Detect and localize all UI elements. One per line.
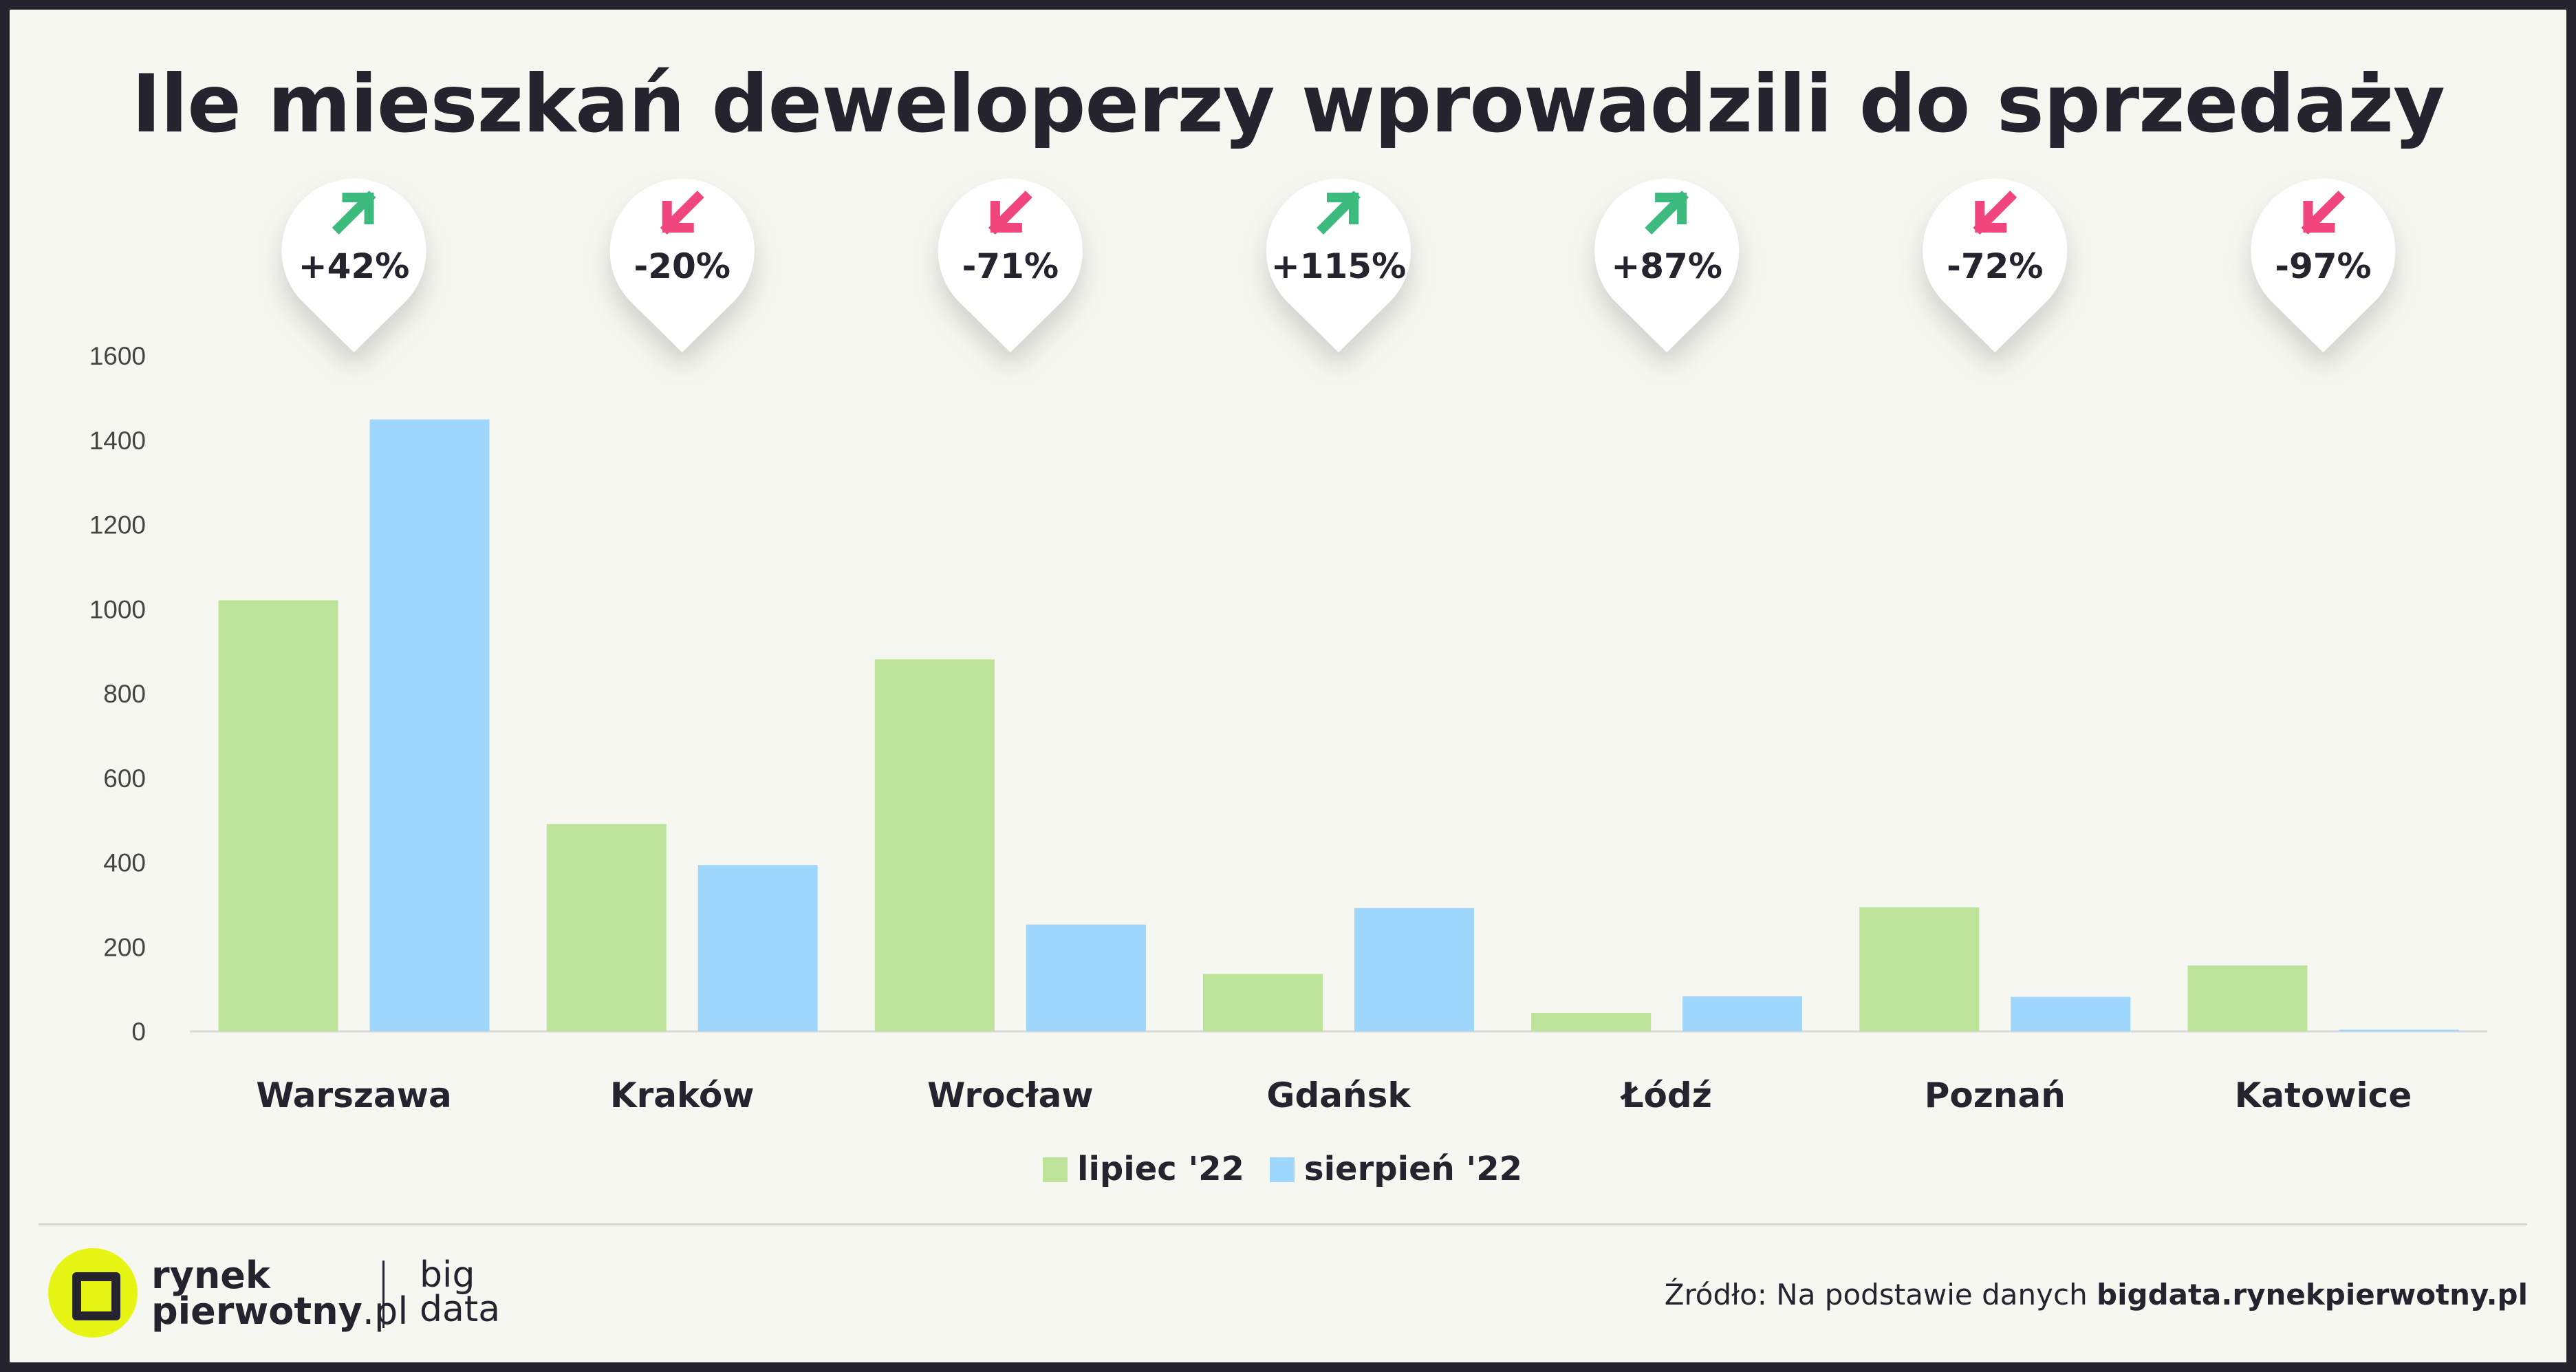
legend: lipiec '22 sierpień '22 — [1043, 1150, 1522, 1188]
bigdata-wordmark: big data — [420, 1257, 501, 1330]
change-badge — [1266, 178, 1411, 352]
source-prefix: Źródło: Na podstawie danych — [1664, 1278, 2097, 1311]
arrow-down-left-icon — [988, 191, 1032, 235]
logo-badge-icon — [48, 1248, 138, 1338]
x-tick-label: Katowice — [2235, 1075, 2412, 1115]
bar-lipiec-3 — [1203, 974, 1323, 1031]
change-badge — [281, 178, 426, 352]
bar-lipiec-5 — [1859, 907, 1980, 1031]
change-badge — [2251, 178, 2396, 352]
bar-lipiec-1 — [546, 824, 667, 1031]
badge-shape — [609, 178, 755, 352]
badge-shape — [1266, 178, 1411, 352]
footer-divider — [39, 1223, 2527, 1225]
legend-lipiec-label: lipiec '22 — [1077, 1150, 1244, 1188]
arrow-up-right-icon — [1317, 191, 1361, 235]
bar-sierpien-0 — [369, 419, 490, 1031]
x-tick-label: Kraków — [610, 1075, 755, 1115]
y-tick-label: 200 — [103, 933, 146, 961]
logo-data: data — [420, 1289, 501, 1330]
bar-lipiec-0 — [218, 600, 338, 1031]
infographic-card: Ile mieszkań deweloperzy wprowadzili do … — [10, 10, 2566, 1362]
source-link[interactable]: bigdata.rynekpierwotny.pl — [2097, 1278, 2528, 1311]
bar-lipiec-2 — [874, 659, 995, 1031]
change-badge — [938, 178, 1083, 352]
bar-sierpien-3 — [1354, 908, 1474, 1031]
bar-sierpien-6 — [2339, 1029, 2459, 1031]
arrow-down-left-icon — [2301, 191, 2346, 235]
x-tick-label: Gdańsk — [1266, 1075, 1411, 1115]
y-tick-label: 400 — [103, 849, 146, 877]
bar-lipiec-6 — [2187, 965, 2308, 1031]
arrow-down-left-icon — [1973, 191, 2017, 235]
badge-shape — [281, 178, 426, 352]
y-tick-label: 800 — [103, 680, 146, 708]
y-tick-label: 1400 — [89, 427, 146, 455]
logo-word-rynek: rynek — [151, 1254, 270, 1297]
y-tick-label: 1600 — [89, 342, 146, 370]
y-tick-label: 0 — [131, 1018, 146, 1046]
logo-separator — [382, 1261, 385, 1328]
change-badge — [1594, 178, 1740, 352]
y-tick-label: 1000 — [89, 595, 146, 623]
bar-chart: 0 200 400 600 800 1000 1200 1400 1600 Warszawa Kr… — [89, 178, 2487, 1188]
x-tick-label: Warszawa — [256, 1075, 451, 1115]
legend-sierpien-label: sierpień '22 — [1304, 1150, 1522, 1188]
logo-big: big — [420, 1254, 475, 1296]
x-tick-label: Poznań — [1925, 1075, 2066, 1115]
change-label: -72% — [1947, 246, 2043, 286]
badge-shape — [938, 178, 1083, 352]
bar-lipiec-4 — [1531, 1012, 1652, 1031]
legend-sierpien-swatch — [1270, 1157, 1295, 1182]
chart-title: Ile mieszkań deweloperzy wprowadzili do … — [131, 58, 2445, 151]
y-tick-label: 600 — [103, 764, 146, 793]
arrow-up-right-icon — [1645, 191, 1689, 235]
y-tick-label: 1200 — [89, 511, 146, 539]
arrow-up-right-icon — [332, 191, 376, 235]
change-badge — [1923, 178, 2068, 352]
legend-lipiec-swatch — [1043, 1157, 1068, 1182]
change-badge — [609, 178, 755, 352]
bars — [218, 419, 2459, 1031]
x-tick-label: Wrocław — [927, 1075, 1093, 1115]
bar-sierpien-5 — [2011, 996, 2131, 1031]
logo-wordmark: rynek pierwotny.pl — [151, 1257, 408, 1330]
change-label: +87% — [1611, 246, 1722, 286]
change-label: -97% — [2275, 246, 2371, 286]
bar-sierpien-4 — [1682, 996, 1803, 1031]
change-badges: +42% -20% -71% +115% +87% -72% -97% — [281, 178, 2396, 352]
badge-shape — [1923, 178, 2068, 352]
badge-shape — [1594, 178, 1740, 352]
change-label: -20% — [634, 246, 730, 286]
arrow-down-left-icon — [660, 191, 704, 235]
logo-suffix: .pl — [362, 1289, 409, 1333]
change-label: -71% — [962, 246, 1059, 286]
change-label: +115% — [1271, 246, 1406, 286]
badge-shape — [2251, 178, 2396, 352]
source-note: Źródło: Na podstawie danych bigdata.ryne… — [1665, 1278, 2528, 1311]
x-tick-label: Łódź — [1619, 1075, 1711, 1115]
bar-sierpien-2 — [1026, 924, 1146, 1031]
logo-word-pierwotny: pierwotny — [151, 1289, 362, 1333]
bar-sierpien-1 — [697, 865, 818, 1031]
x-axis: Warszawa Kraków Wrocław Gdańsk Łódź Poznań Kat… — [256, 1075, 2412, 1115]
change-label: +42% — [299, 246, 410, 286]
